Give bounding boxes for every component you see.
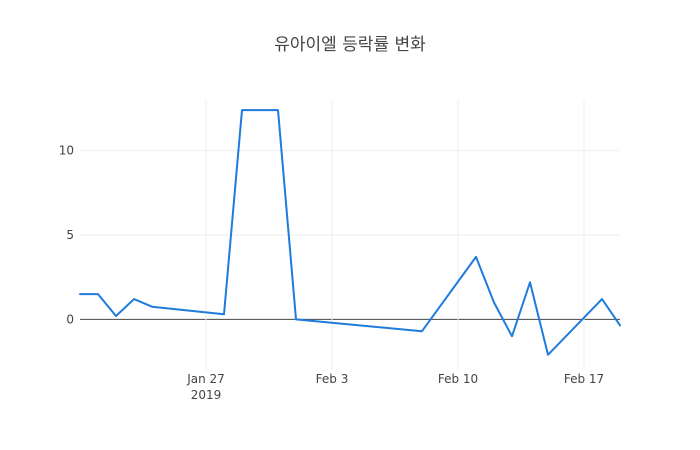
x-tick-label: Feb 10 [438,372,478,386]
x-tick-label: Jan 27 [186,372,225,386]
axis-layer: 0 5 10 Jan 27 2019 Feb 3 Feb 10 Feb 17 [59,144,604,402]
y-tick-label: 10 [59,144,74,158]
series-layer [79,109,621,356]
grid-layer [80,100,620,370]
series-line [79,109,621,356]
chart-title: 유아이엘 등락률 변화 [274,35,426,55]
y-tick-label: 5 [66,228,74,242]
x-tick-label: Feb 3 [316,372,349,386]
x-tick-year-label: 2019 [191,388,222,402]
y-tick-label: 0 [66,312,74,326]
x-tick-label: Feb 17 [564,372,604,386]
